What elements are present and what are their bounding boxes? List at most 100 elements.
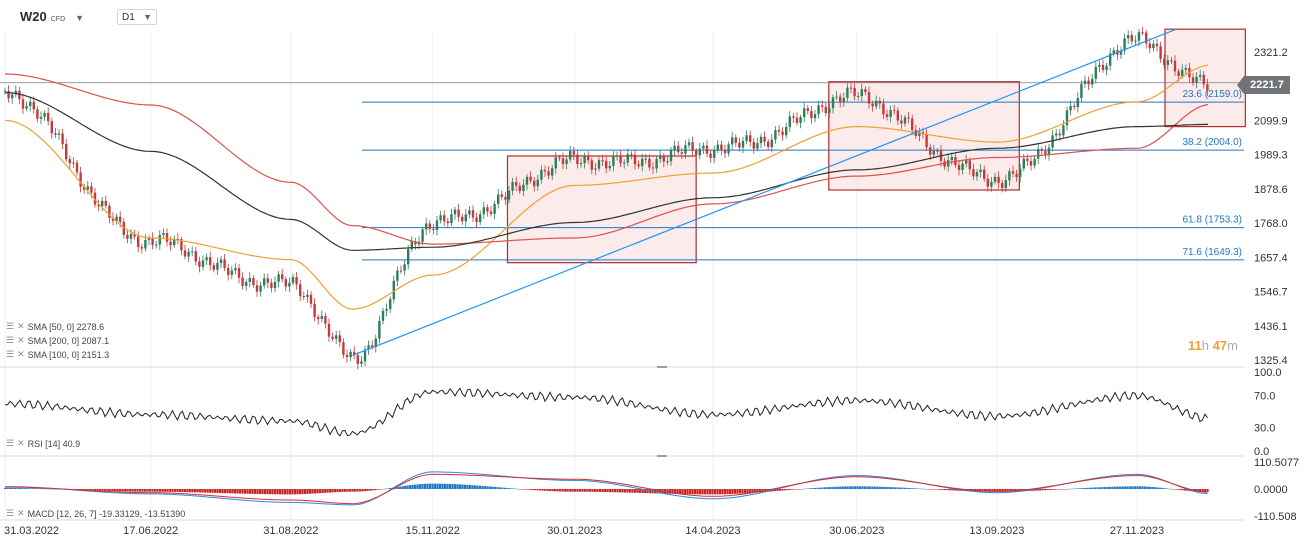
macd-histogram-bar <box>753 488 757 493</box>
menu-icon[interactable]: ☰ <box>6 438 15 448</box>
price-candle <box>651 167 655 169</box>
menu-icon[interactable]: ☰ <box>6 508 15 518</box>
macd-histogram-bar <box>246 488 249 494</box>
price-candle <box>137 236 140 248</box>
macd-histogram-bar <box>8 487 12 489</box>
price-candle <box>1195 76 1198 83</box>
macd-histogram-bar <box>1201 488 1204 492</box>
price-candle <box>831 97 835 109</box>
macd-histogram-bar <box>366 488 369 491</box>
price-candle <box>65 144 68 160</box>
price-candle <box>662 155 665 162</box>
macd-histogram-bar <box>931 488 934 490</box>
price-candle <box>259 285 262 292</box>
macd-histogram-bar <box>601 488 604 492</box>
price-candle <box>309 294 313 304</box>
price-candle <box>324 315 327 324</box>
price-candle <box>824 106 827 114</box>
price-candle <box>1019 168 1022 178</box>
price-candle <box>648 158 651 168</box>
price-candle <box>299 284 302 297</box>
close-icon[interactable]: ✕ <box>17 335 25 345</box>
close-icon[interactable]: ✕ <box>17 349 25 359</box>
menu-icon[interactable]: ☰ <box>6 349 15 359</box>
macd-histogram-bar <box>333 488 337 493</box>
price-candle <box>266 278 269 283</box>
price-candle <box>623 162 626 164</box>
macd-histogram-bar <box>948 488 952 491</box>
close-icon[interactable]: ✕ <box>17 321 25 331</box>
symbol-selector[interactable]: W20 CFD ▼ <box>20 9 84 24</box>
price-candle <box>723 150 727 154</box>
price-candle <box>97 204 100 207</box>
macd-histogram-bar <box>416 484 419 489</box>
macd-histogram-bar <box>481 485 484 489</box>
price-candle <box>979 169 982 173</box>
macd-histogram-bar <box>1048 488 1052 490</box>
price-candle <box>569 151 572 160</box>
macd-histogram-bar <box>476 485 479 489</box>
close-icon[interactable]: ✕ <box>17 508 25 518</box>
macd-histogram-bar <box>371 488 374 491</box>
menu-icon[interactable]: ☰ <box>6 335 15 345</box>
macd-histogram-bar <box>521 488 524 490</box>
close-icon[interactable]: ✕ <box>17 438 25 448</box>
macd-histogram-bar <box>678 488 682 494</box>
macd-histogram-bar <box>571 488 574 492</box>
macd-histogram-bar <box>558 488 562 492</box>
macd-histogram-bar <box>503 487 507 489</box>
price-candle <box>806 108 809 112</box>
macd-histogram-bar <box>463 484 467 489</box>
macd-histogram-bar <box>1128 486 1132 489</box>
price-candle <box>702 145 705 149</box>
price-candle <box>1141 32 1144 34</box>
price-candle <box>867 92 871 104</box>
price-candle <box>119 216 122 222</box>
macd-histogram-bar <box>568 488 572 492</box>
price-candle <box>896 110 899 121</box>
price-candle <box>1091 78 1094 85</box>
price-candle <box>965 160 968 164</box>
price-candle <box>590 160 593 170</box>
price-candle <box>367 345 370 350</box>
macd-histogram-bar <box>158 488 162 492</box>
macd-histogram-bar <box>1068 488 1072 490</box>
macd-histogram-bar <box>751 488 754 493</box>
macd-histogram-bar <box>596 488 599 492</box>
macd-histogram-bar <box>151 488 154 492</box>
price-candle <box>18 90 21 100</box>
price-candle <box>925 134 928 148</box>
macd-histogram-bar <box>311 488 314 494</box>
price-candle <box>421 229 424 242</box>
macd-histogram-bar <box>16 488 19 489</box>
price-candle <box>813 114 817 119</box>
macd-histogram-bar <box>141 488 144 492</box>
price-candle <box>738 142 741 148</box>
macd-histogram-bar <box>148 488 152 492</box>
price-candle <box>619 155 622 164</box>
price-candle <box>407 249 410 265</box>
price-candle <box>1022 158 1025 169</box>
price-candle <box>1159 46 1162 59</box>
macd-histogram-bar <box>883 486 887 489</box>
price-candle <box>558 157 561 159</box>
macd-histogram-bar <box>646 488 649 494</box>
price-candle <box>482 207 485 215</box>
macd-histogram-bar <box>1133 486 1137 489</box>
macd-histogram-bar <box>36 488 39 489</box>
price-candle <box>741 140 745 148</box>
price-candle <box>50 121 53 134</box>
macd-histogram-bar <box>316 488 319 494</box>
macd-histogram-bar <box>178 488 182 492</box>
price-axis-label: 1436.1 <box>1254 321 1288 333</box>
timeframe-selector[interactable]: D1 ▼ <box>117 9 157 25</box>
macd-histogram-bar <box>1081 488 1084 489</box>
macd-histogram-bar <box>893 487 897 489</box>
macd-histogram-bar <box>448 483 452 489</box>
menu-icon[interactable]: ☰ <box>6 321 15 331</box>
price-candle <box>849 87 853 89</box>
price-candle <box>47 112 50 122</box>
macd-histogram-bar <box>793 488 797 490</box>
macd-histogram-bar <box>143 488 147 492</box>
